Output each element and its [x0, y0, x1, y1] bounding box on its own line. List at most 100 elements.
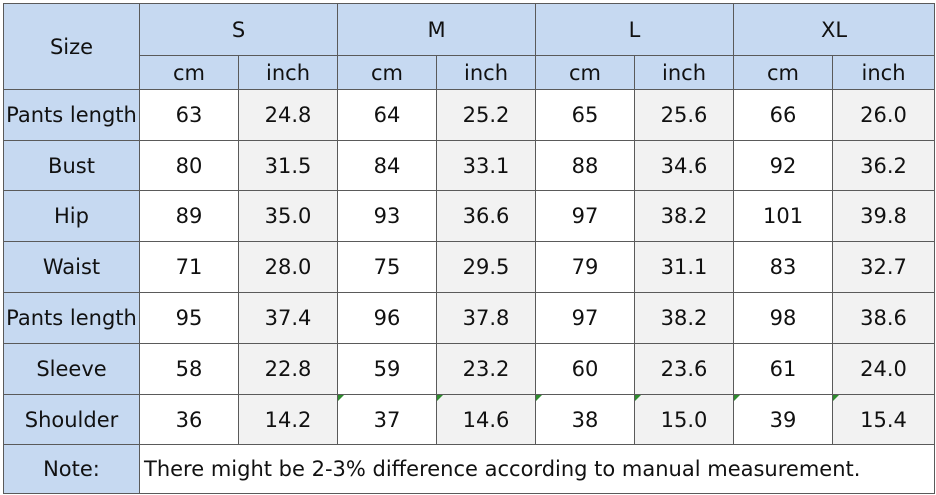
table-cell: 95: [139, 292, 239, 344]
table-cell: 37.4: [238, 292, 338, 344]
row-label: Bust: [3, 140, 140, 191]
table-cell: 58: [139, 343, 239, 395]
table-cell: 14.6: [436, 394, 536, 445]
table-cell: 34.6: [633, 140, 735, 191]
table-cell: 26.0: [832, 89, 936, 141]
table-cell: 98: [733, 292, 834, 344]
green-corner-marker: [635, 395, 641, 401]
table-cell: 39.8: [832, 190, 936, 242]
table-cell: 84: [337, 140, 437, 191]
size-header-l: L: [534, 3, 735, 56]
table-cell: 64: [337, 89, 437, 141]
table-cell: 96: [337, 292, 437, 344]
size-header-xl: XL: [733, 3, 936, 56]
row-label: Shoulder: [3, 394, 140, 445]
green-corner-marker: [338, 395, 344, 401]
table-cell: 23.6: [633, 343, 735, 395]
table-cell: 79: [535, 241, 635, 293]
table-cell: 38.2: [633, 292, 735, 344]
table-cell: 24.8: [238, 89, 338, 141]
table-row: Pants length 95 37.4 96 37.8 97 38.2 98 …: [3, 292, 936, 344]
table-cell: 38.6: [832, 292, 936, 344]
header-row-sizes: Size S M L XL: [3, 3, 936, 90]
table-cell: 93: [337, 190, 437, 242]
table-cell: 83: [733, 241, 834, 293]
table-cell: 33.1: [436, 140, 536, 191]
size-chart-table: Size S M L XL cm inch cm inch cm inch cm…: [3, 3, 936, 494]
header-row-units: cm inch cm inch cm inch cm inch: [4, 55, 936, 90]
table-cell: 97: [535, 190, 635, 242]
table-cell: 80: [139, 140, 239, 191]
table-cell: 89: [139, 190, 239, 242]
green-corner-marker: [536, 395, 542, 401]
table-cell: 65: [535, 89, 635, 141]
table-cell: 25.6: [633, 89, 735, 141]
table-cell-text: 37: [373, 407, 401, 432]
table-cell: 15.0: [633, 394, 735, 445]
row-label: Waist: [3, 241, 140, 293]
unit-header-cell: inch: [832, 55, 936, 90]
table-cell-text: 38: [571, 407, 599, 432]
table-cell: 31.5: [238, 140, 338, 191]
table-cell: 36.6: [436, 190, 536, 242]
unit-header-cell: inch: [436, 55, 536, 90]
green-corner-marker: [734, 395, 741, 401]
green-corner-marker: [833, 395, 840, 401]
unit-header-cell: cm: [139, 55, 239, 90]
note-row: Note: There might be 2-3% difference acc…: [3, 444, 936, 494]
table-cell: 32.7: [832, 241, 936, 293]
row-label: Sleeve: [3, 343, 140, 395]
size-header-cell: Size: [3, 3, 140, 90]
table-cell: 75: [337, 241, 437, 293]
table-cell: 101: [733, 190, 834, 242]
table-cell: 60: [535, 343, 635, 395]
table-row: Sleeve 58 22.8 59 23.2 60 23.6 61 24.0: [3, 343, 936, 395]
unit-header-cell: inch: [238, 55, 338, 90]
table-cell-text: 15.0: [660, 407, 708, 432]
table-cell: 24.0: [832, 343, 936, 395]
table-cell: 15.4: [832, 394, 936, 445]
table-row: Waist 71 28.0 75 29.5 79 31.1 83 32.7: [3, 241, 936, 293]
row-label: Pants length: [3, 292, 140, 344]
table-cell: 23.2: [436, 343, 536, 395]
green-corner-marker: [437, 395, 443, 401]
table-row: Pants length 63 24.8 64 25.2 65 25.6 66 …: [3, 89, 936, 141]
table-cell: 88: [535, 140, 635, 191]
table-cell: 63: [139, 89, 239, 141]
table-row: Shoulder 36 14.2 37 14.6 38 15.0 39 15.4: [3, 394, 936, 445]
table-cell-text: 14.2: [264, 407, 312, 432]
table-cell: 39: [733, 394, 834, 445]
table-cell: 25.2: [436, 89, 536, 141]
table-row: Bust 80 31.5 84 33.1 88 34.6 92 36.2: [3, 140, 936, 191]
table-cell: 92: [733, 140, 834, 191]
size-header-s: S: [139, 3, 338, 56]
note-label: Note:: [3, 444, 140, 494]
unit-header-cell: cm: [535, 55, 635, 90]
table-cell: 37: [337, 394, 437, 445]
table-cell: 38.2: [633, 190, 735, 242]
unit-header-cell: cm: [337, 55, 437, 90]
table-cell: 66: [733, 89, 834, 141]
table-cell: 35.0: [238, 190, 338, 242]
unit-header-cell: inch: [633, 55, 735, 90]
table-cell-text: 14.6: [462, 407, 510, 432]
table-cell: 29.5: [436, 241, 536, 293]
table-cell: 22.8: [238, 343, 338, 395]
table-cell-text: 15.4: [860, 407, 907, 432]
table-cell: 37.8: [436, 292, 536, 344]
table-cell: 97: [535, 292, 635, 344]
table-cell: 36.2: [832, 140, 936, 191]
row-label: Hip: [3, 190, 140, 242]
note-text: There might be 2-3% difference according…: [138, 444, 936, 494]
row-label: Pants length: [3, 89, 140, 141]
table-cell: 59: [337, 343, 437, 395]
table-cell: 38: [535, 394, 635, 445]
table-cell: 31.1: [633, 241, 735, 293]
table-row: Hip 89 35.0 93 36.6 97 38.2 101 39.8: [3, 190, 936, 242]
table-cell: 61: [733, 343, 834, 395]
table-cell: 14.2: [238, 394, 338, 445]
size-header-m: M: [337, 3, 536, 56]
table-cell: 36: [139, 394, 239, 445]
table-cell: 71: [139, 241, 239, 293]
table-cell: 28.0: [238, 241, 338, 293]
